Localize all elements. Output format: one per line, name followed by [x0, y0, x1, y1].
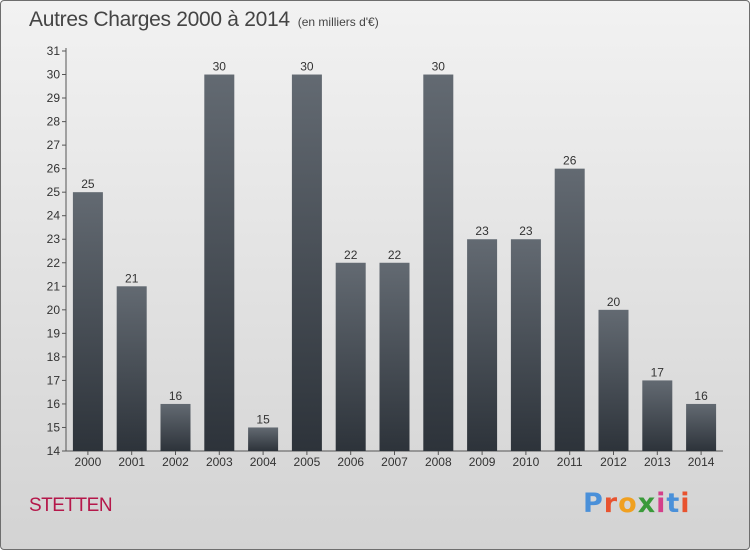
x-tick-label: 2013	[644, 455, 671, 469]
y-tick-label: 20	[47, 303, 61, 317]
x-tick-label: 2005	[294, 455, 321, 469]
bar	[554, 168, 585, 451]
y-tick-label: 17	[47, 373, 61, 387]
data-label: 30	[432, 60, 446, 74]
chart-subtitle: (en milliers d'€)	[297, 15, 379, 29]
data-label: 26	[563, 154, 577, 168]
bar	[291, 74, 322, 451]
y-tick-label: 25	[47, 185, 61, 199]
logo-letter: t	[666, 488, 681, 519]
x-tick-label: 2007	[381, 455, 408, 469]
data-label: 16	[694, 389, 708, 403]
data-labels: 25 21 16 30 15 30 22 22 30 23 23 26 20 17 16	[81, 60, 708, 427]
data-label: 30	[213, 60, 227, 74]
y-tick-label: 27	[47, 138, 61, 152]
chart-title: Autres Charges 2000 à 2014 (en milliers d…	[29, 8, 379, 32]
bar	[160, 403, 191, 451]
x-tick-label: 2001	[118, 455, 145, 469]
data-label: 17	[651, 365, 665, 379]
logo-letter: i	[680, 488, 691, 519]
logo-letter: x	[637, 488, 657, 519]
proxiti-logo[interactable]: Proxiti	[583, 488, 691, 519]
bars	[72, 74, 717, 452]
bar	[116, 286, 147, 451]
x-tick-label: 2009	[469, 455, 496, 469]
x-tick-label: 2011	[557, 455, 583, 469]
y-tick-label: 18	[47, 350, 61, 364]
data-label: 22	[388, 248, 402, 262]
bar	[598, 309, 629, 451]
y-tick-label: 28	[47, 115, 61, 129]
bar	[510, 239, 541, 451]
data-label: 23	[519, 224, 533, 238]
data-label: 30	[300, 60, 314, 74]
y-tick-label: 24	[47, 209, 61, 223]
y-tick-label: 23	[47, 232, 61, 246]
data-label: 21	[125, 271, 139, 285]
bar	[423, 74, 454, 451]
bar	[204, 74, 235, 451]
x-tick-label: 2000	[75, 455, 102, 469]
bar	[379, 262, 410, 451]
data-label: 15	[256, 412, 270, 426]
bar	[335, 262, 366, 451]
x-tick-label: 2014	[688, 455, 715, 469]
y-tick-label: 29	[47, 91, 61, 105]
data-label: 23	[475, 224, 489, 238]
y-tick-label: 22	[47, 256, 61, 270]
commune-name: STETTEN	[29, 495, 113, 516]
x-tick-label: 2004	[250, 455, 277, 469]
logo-letter: P	[583, 488, 604, 519]
x-tick-label: 2010	[513, 455, 540, 469]
bar	[467, 239, 498, 451]
logo-letter: o	[618, 488, 638, 519]
logo-letter: i	[656, 488, 667, 519]
y-tick-label: 21	[47, 279, 61, 293]
y-tick-label: 31	[47, 44, 61, 58]
y-tick-label: 30	[47, 68, 61, 82]
y-tick-label: 26	[47, 162, 61, 176]
bar	[248, 427, 279, 451]
data-label: 16	[169, 389, 183, 403]
x-tick-label: 2006	[337, 455, 364, 469]
bar	[642, 380, 673, 451]
data-label: 20	[607, 295, 621, 309]
x-tick-label: 2012	[600, 455, 627, 469]
x-tick-label: 2008	[425, 455, 452, 469]
y-tick-label: 16	[47, 397, 61, 411]
x-tick-label: 2003	[206, 455, 233, 469]
y-tick-label: 14	[47, 444, 61, 458]
y-tick-label: 15	[47, 420, 61, 434]
data-label: 25	[81, 177, 95, 191]
logo-letter: r	[603, 488, 619, 519]
chart-title-text: Autres Charges 2000 à 2014	[29, 8, 290, 31]
data-label: 22	[344, 248, 358, 262]
bar	[686, 403, 717, 451]
bar	[72, 192, 103, 452]
x-tick-label: 2002	[162, 455, 189, 469]
y-tick-label: 19	[47, 326, 61, 340]
